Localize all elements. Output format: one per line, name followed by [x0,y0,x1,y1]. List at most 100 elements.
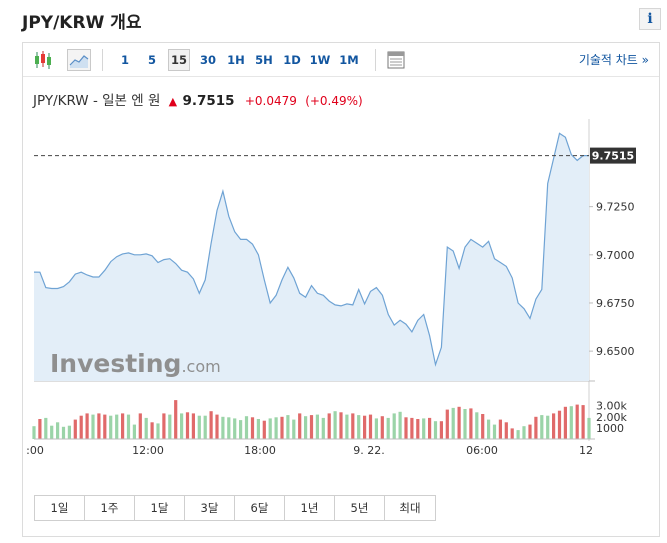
timeframe-30[interactable]: 30 [199,53,216,67]
volume-tick-label: 3.00k [596,400,627,413]
volume-bar [528,424,532,439]
volume-bar [357,415,361,439]
volume-bar [327,413,331,439]
volume-bar [162,413,166,439]
volume-bar [227,417,231,439]
volume-bar [469,408,473,439]
volume-bar [422,418,426,439]
toolbar-divider [375,49,376,71]
volume-bar [79,415,83,439]
volume-bar [138,413,142,439]
volume-tick-label: 2.00k [596,411,627,424]
volume-bar [392,413,396,439]
data-table-icon[interactable] [385,49,409,71]
volume-bar [433,421,438,439]
volume-bar [280,416,284,439]
timeframe-15[interactable]: 15 [168,49,190,71]
watermark-investing: Investing.com [50,349,221,378]
timeframe-1h[interactable]: 1H [227,53,245,67]
range-5-years[interactable]: 5년 [335,496,385,520]
volume-bar [67,425,71,439]
volume-bar [333,411,337,439]
volume-bar [339,412,343,439]
price-area [34,133,589,381]
y-tick-label: 9.6750 [596,297,635,310]
volume-bar [132,424,136,439]
quote-price: 9.7515 [182,93,235,109]
toolbar-divider [102,49,103,71]
volume-bar [416,419,420,439]
volume-bar [504,422,508,439]
volume-bar [168,414,172,439]
volume-bar [221,416,225,439]
x-tick-label: 06:00 [466,444,498,457]
volume-tick-label: 1000 [596,422,624,435]
volume-bar [386,417,390,439]
volume-bar [398,411,402,439]
volume-bar [451,407,455,439]
volume-bar [150,422,154,439]
volume-bar [103,414,107,439]
volume-bar [73,419,77,439]
volume-bar [404,417,408,439]
volume-bar [380,416,384,439]
range-1-week[interactable]: 1주 [85,496,135,520]
volume-bar [428,417,432,439]
volume-bar [32,426,36,439]
volume-bar [374,418,378,439]
volume-bar [85,413,89,439]
timeframe-1w[interactable]: 1W [309,53,331,67]
range-1-month[interactable]: 1달 [135,496,185,520]
volume-bar [534,416,538,439]
technical-chart-link[interactable]: 기술적 차트 » [578,53,649,67]
volume-bar [50,425,54,439]
volume-bar [121,413,125,439]
volume-bar [475,412,479,439]
timeframe-5h[interactable]: 5H [255,53,273,67]
volume-bar [126,414,131,439]
volume-bar [351,413,355,439]
volume-bar [309,415,314,439]
volume-bar [315,414,319,439]
volume-bar [209,411,213,439]
range-1-year[interactable]: 1년 [285,496,335,520]
info-icon[interactable]: i [639,8,661,30]
volume-bar [292,419,296,439]
volume-bar [445,409,449,439]
volume-bar [262,420,266,439]
range-1-day[interactable]: 1일 [35,496,85,520]
volume-bar [197,415,201,439]
volume-bar [286,415,290,439]
volume-bar [203,415,207,439]
volume-bar [233,418,237,439]
volume-bar [410,417,414,439]
volume-bar [97,413,101,439]
page-title: JPY/KRW 개요 [22,13,142,33]
timeframe-1m[interactable]: 1M [339,53,359,67]
range-max[interactable]: 최대 [399,501,421,515]
volume-bar [268,418,272,439]
area-chart-icon[interactable] [67,49,91,71]
range-selector: 1일 1주 1달 3달 6달 1년 5년 최대 [34,495,436,521]
volume-bar [540,415,544,439]
timeframe-5[interactable]: 5 [147,53,156,67]
volume-bar [321,417,325,439]
volume-bar [487,419,491,439]
candlestick-icon[interactable] [31,49,55,71]
range-6-months[interactable]: 6달 [235,496,285,520]
price-chart[interactable]: Investing.com 9.7515 9.7250 9.7000 9.6750 9.6… [23,43,659,473]
volume-bar [274,417,278,439]
range-3-months[interactable]: 3달 [185,496,235,520]
chart-widget: 1 5 15 30 1H 5H 1D 1W 1M 기술적 차트 » JPY/KR… [22,42,660,537]
y-tick-label: 9.7250 [596,201,635,214]
volume-bar [481,414,485,439]
volume-bar [244,416,249,439]
volume-bar [368,414,373,439]
volume-bar [569,406,573,439]
timeframe-1[interactable]: 1 [120,53,129,67]
up-arrow-icon: ▲ [168,95,178,108]
timeframe-1d[interactable]: 1D [283,53,301,67]
volume-bar [56,422,60,439]
quote-change-percent: (+0.49%) [305,94,363,108]
volume-bar [298,413,302,439]
